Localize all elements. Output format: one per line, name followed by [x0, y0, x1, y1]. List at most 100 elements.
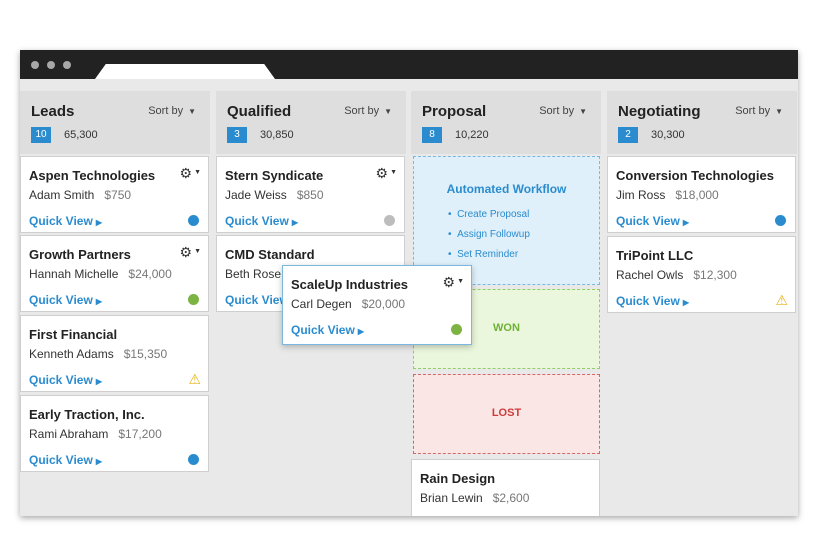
deal-card[interactable]: Early Traction, Inc. Rami Abraham $17,200… [20, 395, 209, 472]
deal-card[interactable]: Growth Partners Hannah Michelle $24,000 Q… [20, 235, 209, 312]
quick-view-label: Quick View [225, 214, 289, 228]
deal-name: Growth Partners [29, 247, 131, 262]
quick-view-link[interactable]: Quick View▶ [29, 293, 102, 307]
column-title: Leads [31, 103, 75, 120]
deal-card[interactable]: TriPoint LLC Rachel Owls $12,300 Quick Vi… [607, 236, 796, 313]
deal-card[interactable]: Rain Design Brian Lewin $2,600 [411, 459, 600, 516]
quick-view-label: Quick View [616, 294, 680, 308]
caret-right-icon: ▶ [95, 377, 102, 386]
caret-down-icon: ▼ [384, 107, 392, 116]
automation-item-label: Assign Followup [457, 229, 530, 240]
status-dot-icon [188, 454, 199, 465]
contact-name: Carl Degen [291, 297, 352, 311]
deal-value: $750 [104, 188, 132, 202]
deal-card[interactable]: Conversion Technologies Jim Ross $18,000 … [607, 156, 796, 233]
gear-icon[interactable]: ⚙ [375, 165, 388, 181]
window-minimize-dot[interactable] [47, 61, 55, 69]
deal-contact: Jade Weiss $850 [225, 188, 324, 202]
caret-right-icon: ▶ [95, 297, 102, 306]
contact-name: Brian Lewin [420, 491, 483, 505]
deal-name: Stern Syndicate [225, 168, 324, 183]
deal-contact: Jim Ross $18,000 [616, 188, 719, 202]
sort-by-label: Sort by [539, 105, 575, 117]
quick-view-link[interactable]: Quick View▶ [225, 214, 298, 228]
deal-value: $850 [296, 188, 324, 202]
quick-view-label: Quick View [616, 214, 680, 228]
deal-contact: Beth Rose [225, 267, 281, 281]
sort-by-dropdown[interactable]: Sort by ▼ [344, 105, 392, 117]
quick-view-link[interactable]: Quick View▶ [291, 323, 364, 337]
automation-item: • Create Proposal [448, 209, 530, 220]
window-close-dot[interactable] [31, 61, 39, 69]
caret-down-icon[interactable]: ▼ [457, 278, 464, 285]
caret-down-icon[interactable]: ▼ [390, 169, 397, 176]
contact-name: Rami Abraham [29, 427, 109, 441]
caret-down-icon: ▼ [188, 107, 196, 116]
contact-name: Hannah Michelle [29, 267, 119, 281]
quick-view-label: Quick View [29, 453, 93, 467]
column-total: 30,850 [260, 129, 294, 141]
browser-tab[interactable] [95, 64, 275, 79]
lost-drop-zone[interactable]: LOST [413, 374, 600, 454]
caret-right-icon: ▶ [682, 298, 689, 307]
column-total: 10,220 [455, 129, 489, 141]
count-badge: 2 [618, 127, 638, 143]
column-proposal: Proposal Sort by ▼ 8 10,220 Automated Wor… [411, 91, 601, 516]
quick-view-link[interactable]: Quick View▶ [29, 214, 102, 228]
column-title: Proposal [422, 103, 487, 120]
sort-by-label: Sort by [148, 105, 184, 117]
deal-value: $24,000 [128, 267, 172, 281]
contact-name: Jim Ross [616, 188, 666, 202]
quick-view-link[interactable]: Quick View▶ [616, 294, 689, 308]
warning-icon: ⚠ [188, 371, 201, 387]
automation-item-label: Create Proposal [457, 209, 530, 220]
automation-item: • Set Reminder [448, 249, 519, 260]
deal-name: Rain Design [420, 471, 496, 486]
deal-card[interactable]: First Financial Kenneth Adams $15,350 Qui… [20, 315, 209, 392]
deal-name: ScaleUp Industries [291, 277, 409, 292]
deal-card[interactable]: Aspen Technologies Adam Smith $750 Quick … [20, 156, 209, 233]
deal-contact: Carl Degen $20,000 [291, 297, 405, 311]
gear-icon[interactable]: ⚙ [442, 274, 455, 290]
column-title: Qualified [227, 103, 292, 120]
deal-name: Aspen Technologies [29, 168, 156, 183]
column-title: Negotiating [618, 103, 701, 120]
quick-view-link[interactable]: Quick View▶ [29, 453, 102, 467]
deal-name: First Financial [29, 327, 118, 342]
caret-down-icon[interactable]: ▼ [194, 169, 201, 176]
deal-contact: Brian Lewin $2,600 [420, 491, 529, 505]
deal-value: $12,300 [693, 268, 737, 282]
sort-by-label: Sort by [344, 105, 380, 117]
caret-down-icon[interactable]: ▼ [194, 248, 201, 255]
dragging-deal-card[interactable]: ScaleUp Industries Carl Degen $20,000 Qui… [282, 265, 472, 345]
quick-view-label: Quick View [29, 373, 93, 387]
deal-contact: Rachel Owls $12,300 [616, 268, 737, 282]
deal-contact: Adam Smith $750 [29, 188, 131, 202]
quick-view-link[interactable]: Quick View▶ [29, 373, 102, 387]
automation-item-label: Set Reminder [457, 249, 519, 260]
deal-value: $2,600 [492, 491, 530, 505]
deal-card[interactable]: Stern Syndicate Jade Weiss $850 Quick Vie… [216, 156, 405, 233]
column-leads: Leads Sort by ▼ 10 65,300 Aspen Technolog… [20, 91, 210, 516]
deal-value: $20,000 [361, 297, 406, 311]
column-header: Leads Sort by ▼ 10 65,300 [20, 91, 210, 154]
column-header: Proposal Sort by ▼ 8 10,220 [411, 91, 601, 154]
won-label: WON [493, 322, 520, 334]
gear-icon[interactable]: ⚙ [179, 165, 192, 181]
automated-workflow-drop-zone[interactable]: Automated Workflow • Create Proposal • A… [413, 156, 600, 285]
sort-by-dropdown[interactable]: Sort by ▼ [148, 105, 196, 117]
sort-by-dropdown[interactable]: Sort by ▼ [735, 105, 783, 117]
deal-name: Conversion Technologies [616, 168, 774, 183]
count-badge: 3 [227, 127, 247, 143]
caret-down-icon: ▼ [579, 107, 587, 116]
gear-icon[interactable]: ⚙ [179, 244, 192, 260]
count-badge: 8 [422, 127, 442, 143]
sort-by-label: Sort by [735, 105, 771, 117]
window-maximize-dot[interactable] [63, 61, 71, 69]
automation-item: • Assign Followup [448, 229, 530, 240]
quick-view-link[interactable]: Quick View▶ [616, 214, 689, 228]
sort-by-dropdown[interactable]: Sort by ▼ [539, 105, 587, 117]
deal-contact: Kenneth Adams $15,350 [29, 347, 167, 361]
deal-name: CMD Standard [225, 247, 315, 262]
status-dot-icon [188, 215, 199, 226]
